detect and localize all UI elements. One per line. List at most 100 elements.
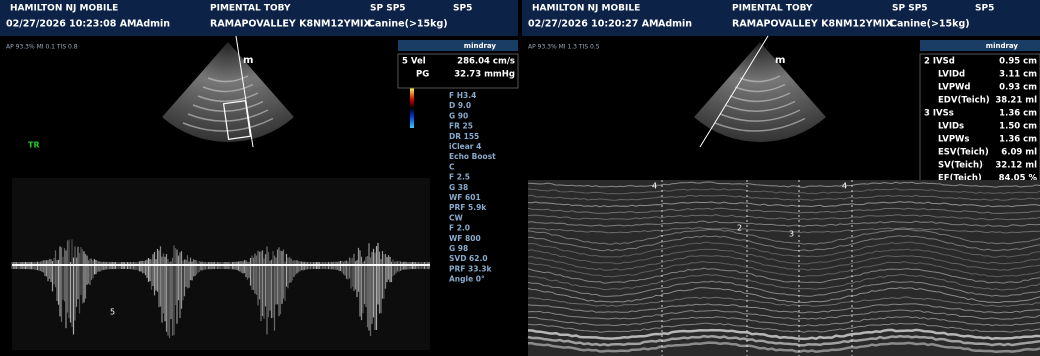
- echo-line: [527, 274, 1040, 291]
- setting: WF 601: [449, 193, 481, 202]
- echo-line: [527, 220, 1040, 227]
- measure-label: 3 IVSs: [924, 109, 954, 119]
- measure-value: 1.36 cm: [999, 109, 1037, 119]
- tissue: [202, 83, 254, 93]
- brand-box: [398, 40, 518, 51]
- measure-value: 38.21 ml: [995, 96, 1037, 106]
- marker: 4: [652, 182, 657, 191]
- setting: F 2.0: [449, 224, 470, 233]
- tissue: [187, 109, 269, 122]
- datetime: 02/27/2026 10:23:08 AM: [6, 19, 137, 30]
- setting: G 38: [449, 183, 468, 192]
- tissue: [197, 92, 259, 102]
- echo-line: [527, 296, 1040, 308]
- tissue: [714, 117, 806, 132]
- echo-line: [527, 188, 1040, 195]
- measure-value: 0.95 cm: [999, 57, 1037, 67]
- echo-line: [527, 228, 1040, 245]
- measure-label: LVPWs: [938, 135, 970, 145]
- setting: PRF 33.3k: [449, 264, 493, 273]
- echo-line: [528, 341, 1040, 354]
- setting: WF 800: [449, 234, 481, 243]
- echo-line: [527, 235, 1040, 252]
- color-bar: [410, 88, 414, 128]
- echo-line: [527, 181, 1040, 189]
- tissue: [192, 100, 264, 112]
- tissue: [724, 100, 796, 112]
- measure-value: 286.04 cm/s: [457, 57, 515, 67]
- marker: 2: [737, 224, 742, 233]
- probe: SP SP5: [892, 4, 928, 14]
- echo-line: [527, 201, 1040, 208]
- echo-line: [527, 287, 1040, 304]
- echo-line: [527, 309, 1040, 320]
- facility: RAMAPOVALLEY K8NM12YMIX: [732, 19, 894, 30]
- measure-value: 84.05 %: [999, 174, 1038, 184]
- measure-label: LVIDs: [938, 122, 964, 132]
- echo-line: [527, 214, 1040, 221]
- probe2: SP5: [453, 4, 472, 14]
- echo-line: [527, 303, 1040, 314]
- measure-value: 1.36 cm: [999, 135, 1037, 145]
- brand: mindray: [464, 42, 497, 50]
- measure-label: PG: [416, 70, 429, 80]
- measure-label: LVIDd: [938, 70, 965, 80]
- measure-value: 6.09 ml: [1001, 148, 1037, 158]
- clinic: HAMILTON NJ MOBILE: [532, 4, 640, 14]
- tissue: [719, 109, 801, 122]
- setting: F 2.5: [449, 173, 470, 182]
- probe-mark: m: [243, 55, 253, 66]
- panel: HAMILTON NJ MOBILE PIMENTAL TOBY SP SP5 SP5…: [0, 0, 519, 350]
- echo-line: [527, 241, 1040, 258]
- echo-line: [527, 207, 1040, 214]
- setting: PRF 5.9k: [449, 203, 487, 212]
- setting: F H3.4: [449, 91, 476, 100]
- setting: Angle 0°: [449, 275, 485, 284]
- measure-label: SV(Teich): [938, 161, 983, 171]
- measure-value: 32.73 mmHg: [454, 70, 515, 80]
- echo-line: [527, 194, 1040, 201]
- echo-line: [527, 334, 1040, 347]
- echo-line: [527, 260, 1040, 278]
- echo-line: [527, 267, 1040, 284]
- setting: D 9.0: [449, 101, 471, 110]
- measure-label: ESV(Teich): [938, 148, 989, 158]
- echo-line: [527, 328, 1040, 341]
- measure-label: EDV(Teich): [938, 96, 990, 106]
- measure-box: [397, 53, 519, 89]
- echo-line: [527, 255, 1040, 271]
- echo-line: [527, 248, 1040, 265]
- header-bar: [522, 0, 1040, 36]
- echo-line: [527, 322, 1040, 333]
- brand: mindray: [986, 42, 1019, 50]
- clinic: HAMILTON NJ MOBILE: [10, 4, 118, 14]
- measure-label: LVPWd: [938, 83, 971, 93]
- measure-value: 3.11 cm: [999, 70, 1037, 80]
- measure-value: 32.12 ml: [995, 161, 1037, 171]
- operator: Admin: [658, 19, 692, 30]
- echo-line: [527, 280, 1040, 297]
- marker: 5: [110, 308, 115, 317]
- echo-line: [527, 227, 1040, 234]
- mode-label: TR: [28, 141, 40, 150]
- probe-mark: m: [775, 55, 785, 66]
- setting: iClear 4: [449, 142, 481, 151]
- measure-label: 2 IVSd: [924, 57, 955, 67]
- measure-label: EF(Teich): [938, 174, 982, 184]
- measure-value: 1.50 cm: [999, 122, 1037, 132]
- facility: RAMAPOVALLEY K8NM12YMIX: [210, 19, 372, 30]
- color-box: [222, 99, 252, 141]
- setting: SVD 62.0: [449, 254, 488, 263]
- marker: 4: [842, 182, 847, 191]
- status: AP 93.3% MI 0.1 TIS 0.8: [6, 44, 78, 51]
- operator: Admin: [136, 19, 170, 30]
- cursor-line: [235, 35, 254, 148]
- setting: G 98: [449, 244, 468, 253]
- measure-value: 0.93 cm: [999, 83, 1037, 93]
- tissue: [207, 75, 249, 83]
- setting: CW: [449, 213, 464, 222]
- setting: C: [449, 162, 455, 171]
- setting: Echo Boost: [449, 152, 496, 161]
- echo-line: [528, 316, 1040, 327]
